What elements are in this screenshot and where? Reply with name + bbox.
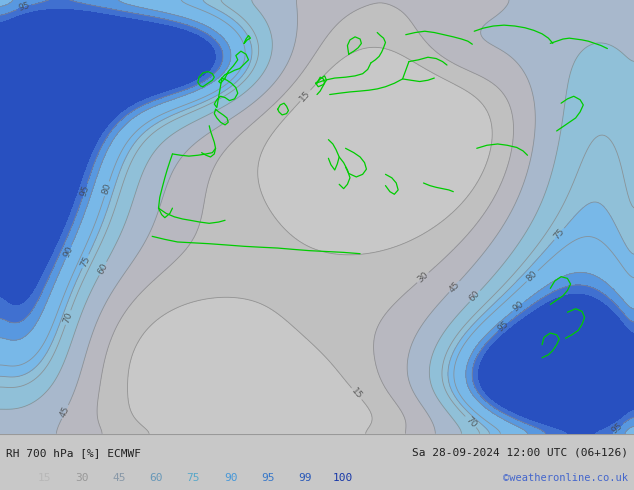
Text: 90: 90 bbox=[511, 299, 526, 314]
Text: 100: 100 bbox=[332, 473, 353, 483]
Text: 70: 70 bbox=[62, 311, 74, 324]
Text: 95: 95 bbox=[496, 319, 511, 334]
Text: 80: 80 bbox=[525, 269, 540, 283]
Text: 30: 30 bbox=[75, 473, 88, 483]
Text: 95: 95 bbox=[17, 1, 31, 13]
Text: 75: 75 bbox=[552, 227, 566, 242]
Text: 45: 45 bbox=[112, 473, 126, 483]
Text: 75: 75 bbox=[186, 473, 200, 483]
Text: 45: 45 bbox=[447, 279, 462, 294]
Text: 60: 60 bbox=[96, 261, 110, 276]
Text: 30: 30 bbox=[416, 270, 430, 285]
Text: 15: 15 bbox=[349, 387, 364, 401]
Text: 80: 80 bbox=[101, 182, 113, 196]
Text: 45: 45 bbox=[58, 405, 72, 419]
Text: 15: 15 bbox=[37, 473, 51, 483]
Text: 15: 15 bbox=[298, 88, 313, 103]
Text: 75: 75 bbox=[79, 254, 92, 269]
Text: 60: 60 bbox=[150, 473, 163, 483]
Text: 70: 70 bbox=[463, 415, 478, 429]
Text: 60: 60 bbox=[468, 289, 482, 303]
Text: 95: 95 bbox=[79, 184, 91, 197]
Text: RH 700 hPa [%] ECMWF: RH 700 hPa [%] ECMWF bbox=[6, 448, 141, 458]
Text: 95: 95 bbox=[261, 473, 275, 483]
Text: 90: 90 bbox=[62, 245, 75, 259]
Text: 99: 99 bbox=[299, 473, 312, 483]
Text: 95: 95 bbox=[609, 421, 624, 436]
Text: Sa 28-09-2024 12:00 UTC (06+126): Sa 28-09-2024 12:00 UTC (06+126) bbox=[411, 448, 628, 458]
Text: 90: 90 bbox=[224, 473, 237, 483]
Text: ©weatheronline.co.uk: ©weatheronline.co.uk bbox=[503, 473, 628, 483]
